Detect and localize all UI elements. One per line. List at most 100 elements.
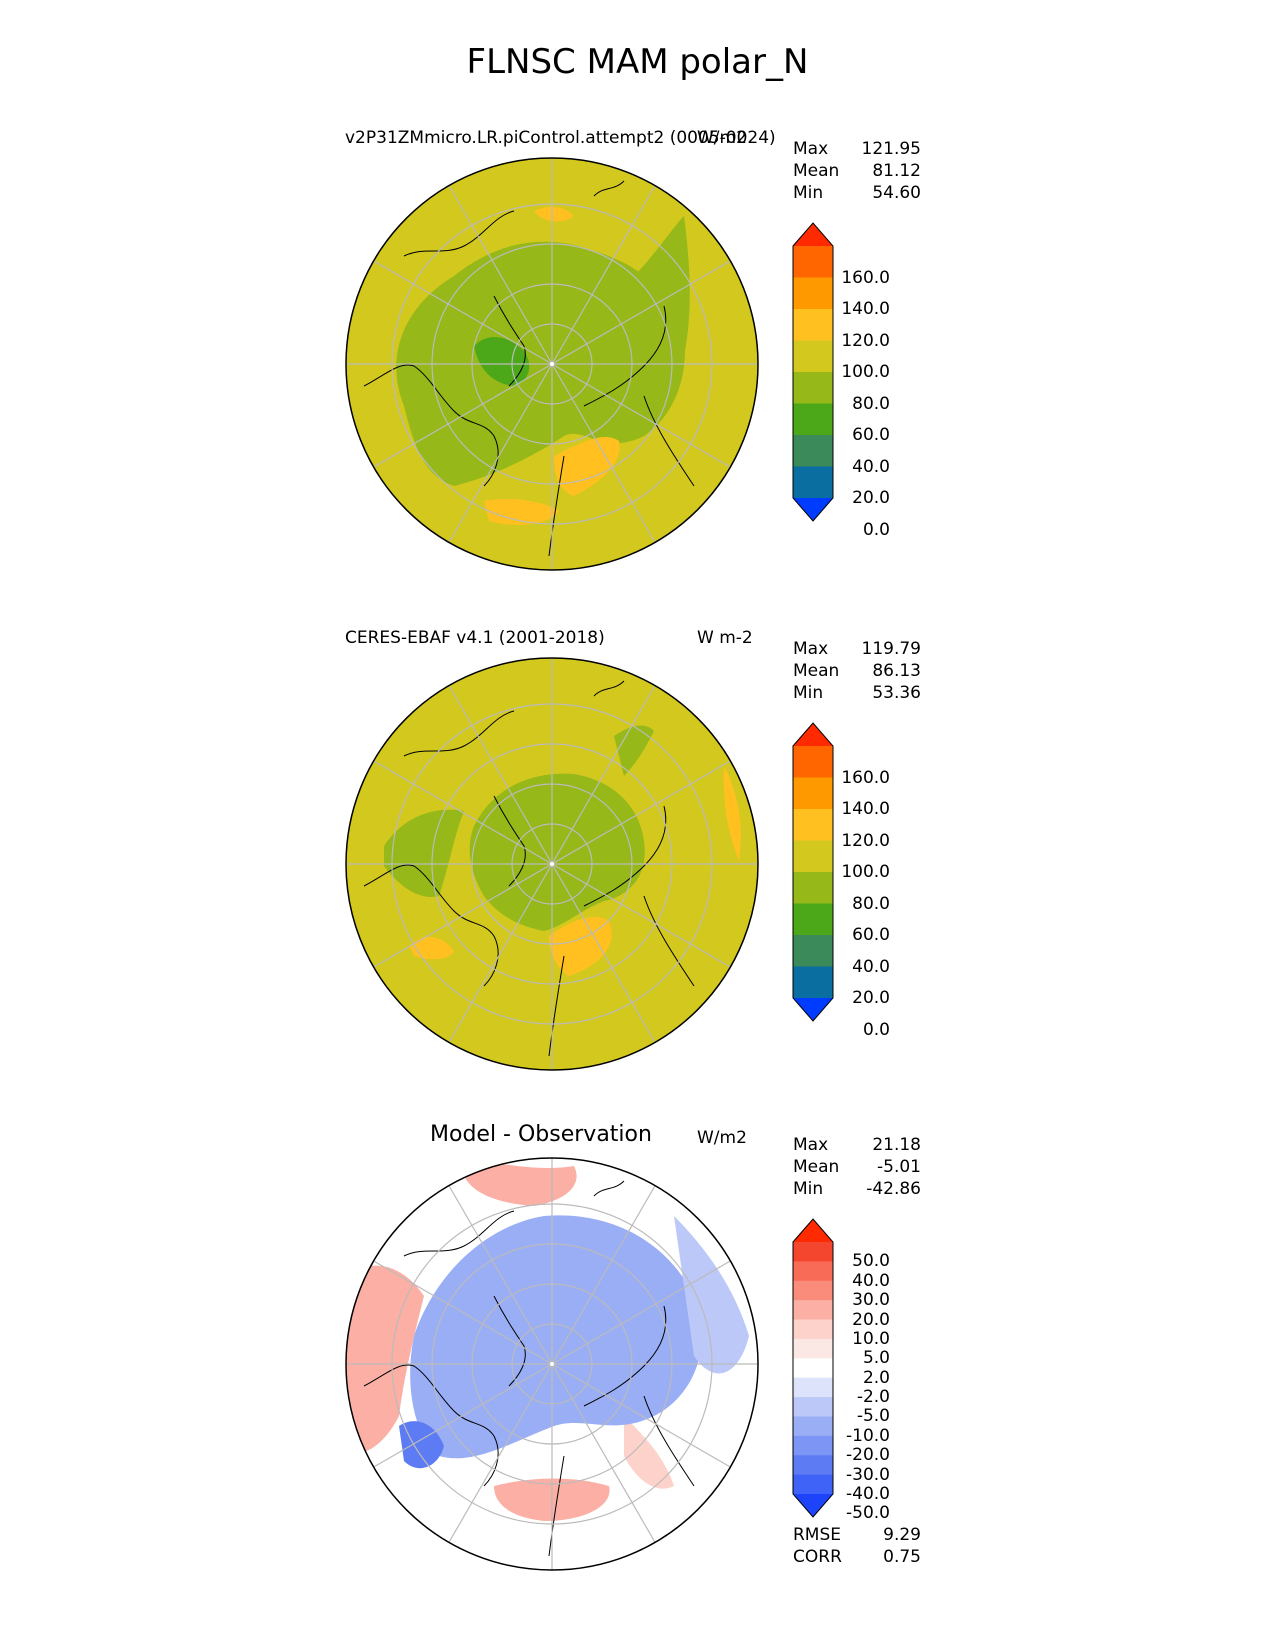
panel-diff-metrics: RMSE 9.29 CORR 0.75 [793, 1524, 921, 1568]
colorbar-tick-label: 140.0 [841, 799, 890, 819]
stat-min: Min 53.36 [793, 683, 921, 703]
colorbar-segment [793, 1338, 833, 1359]
field-region-low [474, 336, 530, 386]
stat-mean: Mean 86.13 [793, 661, 921, 681]
colorbar-extend-top [793, 723, 833, 746]
stat-mean: Mean -5.01 [793, 1157, 921, 1177]
field-region-high-pacific [549, 916, 612, 976]
colorbar-tick-label: 40.0 [852, 956, 890, 977]
colorbar-segment [793, 903, 833, 936]
panel-model: v2P31ZMmicro.LR.piControl.attempt2 (0005… [0, 128, 1275, 598]
field-region-mid-east [634, 216, 690, 426]
colorbar-model [792, 222, 834, 522]
colorbar-tick-label: 60.0 [852, 925, 890, 945]
colorbar-tick-label: 5.0 [862, 1348, 890, 1369]
panel-obs-units: W m-2 [697, 628, 753, 648]
colorbar-segment [793, 872, 833, 904]
metric-corr: CORR 0.75 [793, 1547, 921, 1567]
colorbar-segment [793, 1358, 833, 1379]
field-region-pos-west [346, 1265, 424, 1456]
map-border [345, 1157, 759, 1571]
field-region-high-atlantic [409, 936, 454, 960]
colorbar-segment [793, 403, 833, 436]
colorbar-tick-label: 120.0 [841, 330, 890, 351]
colorbar-tick-label: 140.0 [841, 299, 890, 319]
colorbar-tick-label: -30.0 [846, 1464, 890, 1485]
colorbar-segment [793, 1280, 833, 1301]
colorbar-tick-label: -40.0 [846, 1484, 890, 1504]
panel-obs-title: CERES-EBAF v4.1 (2001-2018) [345, 628, 605, 648]
colorbar-segment [793, 466, 833, 499]
colorbar-tick-label: 100.0 [841, 362, 890, 382]
colorbar-diff [792, 1218, 834, 1518]
colorbar-segment [793, 1455, 833, 1476]
colorbar-segment [793, 1300, 833, 1321]
field-region-mid-west [384, 809, 464, 897]
colorbar-tick-label: 20.0 [852, 1309, 890, 1330]
colorbar-segment [793, 372, 833, 404]
panel-diff-stats: Max 21.18 Mean -5.01 Min -42.86 [793, 1134, 921, 1200]
colorbar-segment [793, 435, 833, 467]
colorbar-segment [793, 246, 833, 278]
colorbar-segment [793, 1397, 833, 1417]
panel-diff: Model - Observation W/m2 Max 21.18 Mean -5… [0, 1122, 1275, 1624]
stat-max: Max 121.95 [793, 139, 921, 159]
graticule [346, 658, 758, 1070]
stat-max: Max 119.79 [793, 639, 921, 659]
colorbar-tick-label: 80.0 [852, 893, 890, 914]
colorbar-tick-label: 160.0 [841, 267, 890, 288]
colorbar-tick-label: -2.0 [856, 1387, 890, 1408]
panel-model-title: v2P31ZMmicro.LR.piControl.attempt2 (0005… [345, 128, 776, 148]
colorbar-tick-label: 80.0 [852, 393, 890, 414]
figure-title: FLNSC MAM polar_N [466, 42, 809, 82]
colorbar-segment [793, 277, 833, 310]
colorbar-segment [793, 809, 833, 841]
field-region-high-atlantic [484, 499, 559, 525]
colorbar-segment [793, 840, 833, 873]
map-border [345, 157, 759, 571]
colorbar-tick-label: -5.0 [856, 1406, 890, 1427]
polar-map-diff [345, 1157, 759, 1571]
field-region-pos-se [624, 1416, 674, 1489]
colorbar-tick-label: 40.0 [852, 456, 890, 477]
colorbar-tick-label: 2.0 [862, 1367, 890, 1388]
colorbar-tick-label: -20.0 [846, 1445, 890, 1466]
panel-obs-stats: Max 119.79 Mean 86.13 Min 53.36 [793, 638, 921, 704]
colorbar-obs [792, 722, 834, 1022]
colorbar-segment [793, 777, 833, 810]
stat-max: Max 21.18 [793, 1135, 921, 1155]
colorbar-extend-bottom [793, 1494, 833, 1517]
panel-diff-title: Model - Observation [430, 1122, 652, 1147]
stat-min: Min 54.60 [793, 183, 921, 203]
colorbar-tick-label: -10.0 [846, 1425, 890, 1446]
colorbar-segment [793, 935, 833, 967]
panel-model-stats: Max 121.95 Mean 81.12 Min 54.60 [793, 138, 921, 204]
coastline [363, 1180, 695, 1557]
colorbar-segment [793, 1416, 833, 1437]
colorbar-tick-label: 30.0 [852, 1290, 890, 1311]
stat-mean: Mean 81.12 [793, 161, 921, 181]
colorbar-extend-top [793, 1219, 833, 1242]
colorbar-tick-label: 10.0 [852, 1328, 890, 1349]
field-region-neg-east [674, 1216, 749, 1374]
colorbar-tick-label: 20.0 [852, 488, 890, 508]
field-region-high-east [723, 766, 741, 861]
colorbar-tick-label: -50.0 [846, 1503, 890, 1524]
field-region-neg [410, 1215, 702, 1459]
colorbar-segment [793, 1435, 833, 1456]
polar-map-model [345, 157, 759, 571]
field-region-mid-east [614, 725, 654, 776]
colorbar-segment [793, 1319, 833, 1340]
map-border [345, 657, 759, 1071]
field-region-pos-north [464, 1158, 577, 1206]
colorbar-tick-label: 40.0 [852, 1270, 890, 1291]
coastline [363, 180, 695, 557]
colorbar-extend-bottom [793, 498, 833, 521]
coastline [363, 680, 695, 1057]
colorbar-segment [793, 1261, 833, 1282]
polar-map-obs [345, 657, 759, 1071]
colorbar-tick-label: 100.0 [841, 862, 890, 882]
colorbar-segment [793, 1377, 833, 1398]
field-region-high-north [534, 206, 574, 222]
colorbar-segment [793, 1474, 833, 1495]
